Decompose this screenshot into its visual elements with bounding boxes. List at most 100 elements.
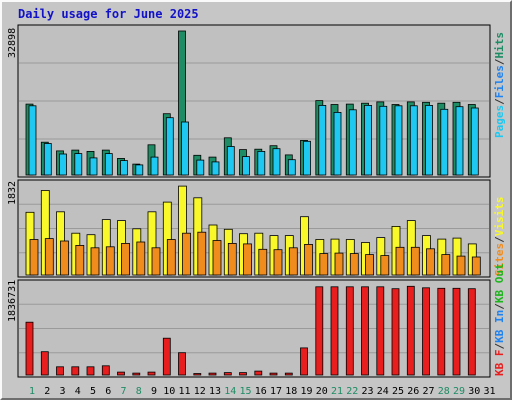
sites-bar: [380, 255, 390, 276]
kbf-bar: [330, 286, 339, 376]
x-axis-labels: 1 2 3 4 5 6 7 8 9 10 11 12 13 14 15 16 17 18 19 20 21 22 23 24 2…: [29, 386, 496, 397]
kbf-bar: [284, 372, 293, 376]
day-label: 8: [136, 386, 142, 397]
sites-bar: [182, 232, 191, 276]
kbf-bar: [269, 372, 278, 376]
sites-bar: [166, 239, 176, 276]
kbf-bar: [452, 287, 461, 376]
pages-bar: [318, 105, 327, 176]
kbf-bar: [391, 288, 400, 376]
chart-title: Daily usage for June 2025: [18, 7, 199, 21]
day-label: 10: [163, 386, 175, 397]
kbf-bar: [147, 371, 156, 376]
sites-bar: [136, 241, 146, 276]
legend-kbout: KB Out: [493, 263, 506, 303]
kbf-bar: [178, 352, 186, 376]
sites-bar: [75, 244, 85, 276]
pages-bar: [348, 109, 357, 176]
kbf-bar: [437, 287, 446, 376]
sites-bar: [365, 254, 374, 276]
day-label: 9: [151, 386, 157, 397]
legend-kbf: KB F: [493, 350, 506, 377]
sites-bar: [243, 243, 252, 276]
kbf-bar: [467, 288, 476, 376]
kbf-bar: [406, 285, 415, 376]
sites-bar: [44, 238, 54, 276]
pages-bar: [211, 161, 220, 176]
sites-bar: [349, 253, 359, 276]
legend-kbin: KB In: [493, 310, 506, 343]
day-label: 5: [90, 386, 96, 397]
pages-bar: [120, 160, 128, 176]
kbytes-legend: KB F/KB In/KB Out: [493, 263, 506, 376]
day-label: 18: [285, 386, 297, 397]
pages-bar: [287, 159, 296, 176]
kbf-bar: [422, 287, 430, 376]
pages-bar: [303, 140, 311, 176]
kbf-bar: [361, 286, 369, 376]
kbf-bar: [300, 347, 308, 376]
pages-bar: [364, 105, 372, 176]
sites-bar: [258, 248, 268, 276]
kbf-bar: [239, 372, 247, 376]
kbf-bar: [162, 337, 171, 376]
sites-bar: [288, 247, 298, 276]
sites-bar: [456, 255, 466, 276]
pages-bar: [425, 105, 433, 176]
hits-legend: Pages/Files/Hits: [493, 32, 506, 138]
kbf-bar: [71, 366, 80, 376]
day-label: 17: [270, 386, 282, 397]
legend-hits: Hits: [493, 32, 506, 59]
day-label: 25: [392, 386, 404, 397]
pages-bar: [272, 148, 281, 176]
visits-legend: Sites/Visits: [493, 197, 506, 277]
sites-bar: [334, 252, 344, 276]
day-label: 11: [178, 386, 190, 397]
day-label: 7: [120, 386, 126, 397]
pages-bar: [165, 117, 174, 176]
legend-files: Files: [493, 65, 506, 98]
pages-bar: [257, 150, 266, 176]
pages-bar: [333, 112, 342, 176]
day-label: 28: [438, 386, 450, 397]
kbf-bar: [193, 373, 202, 376]
day-label: 19: [300, 386, 312, 397]
pages-bar: [379, 105, 388, 176]
pages-bar: [135, 164, 144, 176]
day-label: 6: [105, 386, 111, 397]
kbf-bar: [376, 286, 385, 376]
pages-bar: [226, 146, 235, 176]
hits-ymax-label: 32898: [7, 28, 18, 58]
kbf-bar: [254, 370, 263, 376]
bars: [25, 30, 481, 376]
pages-bar: [470, 107, 479, 176]
day-label: 13: [209, 386, 221, 397]
day-label: 16: [255, 386, 267, 397]
pages-bar: [181, 121, 189, 176]
day-label: 24: [377, 386, 389, 397]
kbf-bar: [345, 286, 354, 376]
kbf-bar: [101, 365, 110, 376]
kbytes-ymax-label: 1836731: [7, 280, 18, 322]
kbf-bar: [56, 366, 64, 376]
kbf-bar: [315, 286, 324, 376]
sites-bar: [105, 246, 115, 276]
pages-bar: [28, 105, 37, 176]
pages-bar: [59, 153, 67, 176]
day-label: 30: [468, 386, 480, 397]
day-label: 2: [44, 386, 50, 397]
kbf-bar: [86, 366, 95, 376]
sites-bar: [197, 231, 207, 276]
day-label: 26: [407, 386, 419, 397]
kbf-bar: [117, 371, 125, 376]
day-label: 27: [422, 386, 434, 397]
sites-bar: [151, 247, 161, 276]
pages-bar: [409, 105, 418, 176]
pages-bar: [74, 153, 83, 176]
kbf-bar: [223, 372, 232, 376]
pages-bar: [43, 143, 52, 176]
kbf-bar: [40, 351, 49, 376]
pages-bar: [455, 106, 464, 176]
day-label: 12: [194, 386, 206, 397]
